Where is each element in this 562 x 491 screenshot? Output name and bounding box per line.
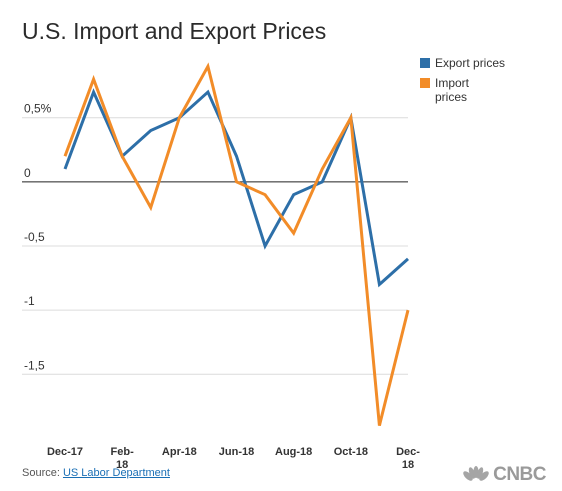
- y-tick-label: -1,5: [24, 358, 45, 372]
- series-lines: [63, 62, 410, 426]
- legend-label: Export prices: [435, 56, 505, 70]
- legend: Export prices Import prices: [420, 56, 505, 104]
- x-axis-ticks: Dec-17 Feb-18 Apr-18 Jun-18 Aug-18 Oct-18 Dec-…: [47, 446, 420, 471]
- y-axis-ticks: 0,5% 0 -0,5 -1 -1,5: [24, 102, 52, 373]
- source-link[interactable]: US Labor Department: [62, 467, 170, 479]
- source-note: Source: US Labor Department: [22, 467, 170, 479]
- x-tick-label: Oct-18: [334, 446, 368, 458]
- x-tick-label: Feb-18: [111, 446, 135, 471]
- y-tick-label: 0,5%: [24, 102, 52, 116]
- legend-swatch: [420, 58, 430, 68]
- y-tick-label: 0: [24, 166, 31, 180]
- legend-swatch: [420, 78, 430, 88]
- x-tick-label: Jun-18: [219, 446, 254, 458]
- legend-label: Import prices: [435, 76, 470, 104]
- logo-text: CNBC: [493, 464, 546, 485]
- grid-lines: [22, 117, 408, 375]
- x-tick-label: Dec-18: [396, 446, 420, 471]
- cnbc-logo: CNBC: [463, 464, 546, 486]
- series-line-1: [63, 62, 410, 426]
- source-prefix: Source:: [22, 467, 63, 479]
- y-tick-label: -1: [24, 294, 35, 308]
- y-tick-label: -0,5: [24, 230, 45, 244]
- x-tick-label: Apr-18: [162, 446, 197, 458]
- x-tick-label: Aug-18: [275, 446, 312, 458]
- peacock-icon: [463, 466, 490, 484]
- chart-title: U.S. Import and Export Prices: [22, 18, 327, 44]
- x-tick-label: Dec-17: [47, 446, 83, 458]
